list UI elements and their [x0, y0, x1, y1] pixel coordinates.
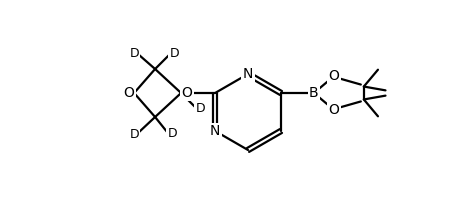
Text: D: D	[169, 46, 179, 59]
Text: O: O	[328, 103, 339, 117]
Text: N: N	[243, 67, 253, 81]
Text: O: O	[182, 86, 193, 100]
Text: O: O	[123, 86, 135, 100]
Text: D: D	[167, 126, 177, 139]
Text: D: D	[195, 101, 205, 114]
Text: N: N	[210, 124, 220, 138]
Text: D: D	[129, 128, 139, 141]
Text: B: B	[309, 86, 319, 100]
Text: O: O	[328, 69, 339, 83]
Text: D: D	[129, 46, 139, 59]
